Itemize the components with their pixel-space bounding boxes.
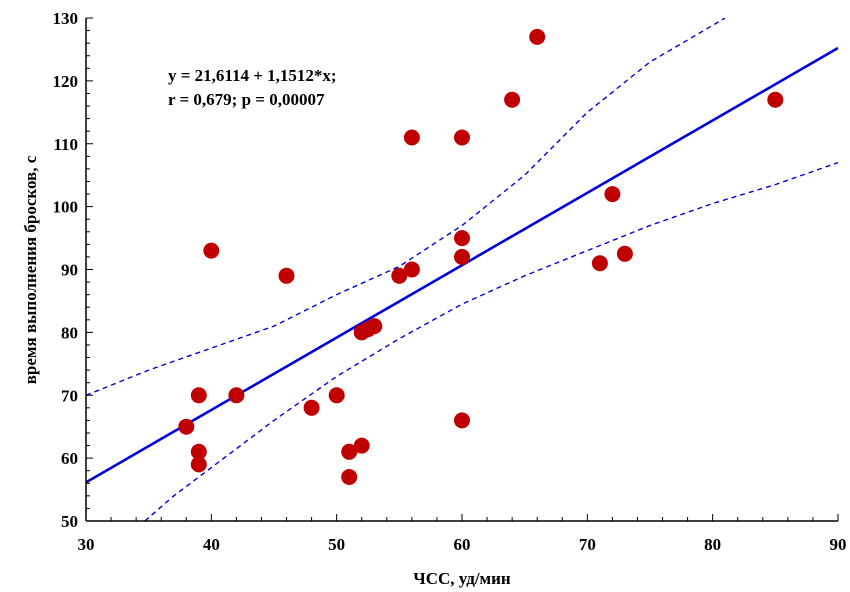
y-tick-label: 80 (61, 323, 78, 342)
data-point (190, 443, 207, 460)
data-point (454, 248, 470, 265)
data-point (278, 267, 295, 284)
regression-line (86, 46, 838, 484)
data-point (391, 267, 408, 284)
data-point (190, 387, 207, 404)
x-tick-label: 80 (704, 535, 721, 554)
y-tick-label: 90 (61, 261, 78, 280)
regression-annotation-line: y = 21,6114 + 1,1512*x; (168, 66, 337, 85)
data-point (403, 129, 420, 146)
x-tick-label: 30 (78, 535, 95, 554)
y-tick-label: 100 (53, 198, 79, 217)
data-point (616, 245, 633, 262)
confidence-band (86, 18, 838, 521)
x-tick-label: 50 (328, 535, 345, 554)
x-tick-label: 90 (830, 535, 847, 554)
data-point (454, 412, 470, 429)
data-point (591, 255, 608, 272)
axes: 30 40 50 60 70 80 90 50 60 70 80 90 100 110 120 130 (53, 9, 847, 554)
x-tick-label: 60 (454, 535, 471, 554)
data-point (403, 261, 420, 278)
data-point (303, 399, 320, 416)
data-point (604, 186, 621, 203)
data-point (454, 129, 470, 146)
confidence-band-lower (144, 161, 838, 521)
data-point (353, 437, 370, 454)
y-tick-label: 110 (53, 135, 78, 154)
y-tick-label: 50 (61, 512, 78, 531)
data-point (178, 418, 195, 435)
regression-annotation: y = 21,6114 + 1,1512*x; r = 0,679; p = 0,… (168, 66, 337, 109)
data-point (454, 230, 470, 247)
data-point (504, 91, 521, 108)
x-tick-label: 70 (579, 535, 596, 554)
x-axis-title: ЧСС, уд/мин (413, 569, 511, 588)
data-point (341, 443, 358, 460)
y-tick-label: 60 (61, 449, 78, 468)
data-point (366, 318, 383, 335)
data-point (529, 28, 546, 45)
y-tick-label: 130 (53, 9, 79, 28)
y-axis-title: время выполнения бросков, с (21, 155, 40, 384)
data-point (228, 387, 245, 404)
regression-annotation-line: r = 0,679; p = 0,00007 (168, 90, 325, 109)
data-point (767, 91, 784, 108)
x-tick-label: 40 (203, 535, 220, 554)
data-point (203, 242, 220, 259)
y-tick-label: 120 (53, 72, 79, 91)
data-points (178, 28, 784, 485)
y-tick-label: 70 (61, 386, 78, 405)
data-point (328, 387, 345, 404)
data-point (341, 469, 358, 485)
regression-line-group (86, 46, 838, 484)
confidence-band-upper (86, 18, 726, 396)
data-point (190, 456, 207, 473)
